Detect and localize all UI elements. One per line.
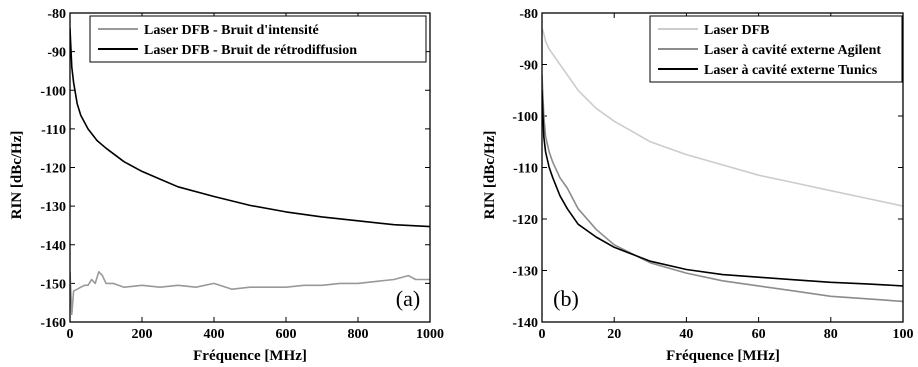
x-tick-label: 100 (893, 327, 914, 342)
x-tick-label: 200 (132, 327, 153, 342)
y-tick-label: -100 (40, 84, 66, 99)
legend-label: Laser DFB - Bruit de rétrodiffusion (144, 43, 357, 58)
y-tick-label: -90 (519, 59, 538, 74)
x-tick-label: 400 (204, 327, 225, 342)
y-tick-label: -160 (40, 316, 66, 331)
series-line-1 (70, 270, 430, 316)
y-tick-label: -120 (40, 162, 66, 177)
y-tick-label: -140 (40, 239, 66, 254)
legend-box (89, 15, 427, 63)
x-tick-label: 40 (679, 327, 693, 342)
panel-b-tag: (b) (553, 286, 579, 311)
panel-b-ylabel: RIN [dBc/Hz] (482, 131, 498, 220)
panel-a-xlabel: Fréquence [MHz] (193, 348, 307, 364)
y-tick-label: -90 (47, 46, 66, 61)
y-tick-label: -130 (512, 265, 538, 280)
y-tick-label: -140 (512, 316, 538, 331)
y-tick-label: -110 (41, 123, 66, 138)
x-tick-label: 0 (67, 327, 74, 342)
x-tick-label: 1000 (416, 327, 444, 342)
x-tick-label: 60 (752, 327, 766, 342)
panel-b: 0 20 40 60 80 100 -140 -130 -120 -110 -100 -90 -80 L… (482, 7, 914, 364)
legend-label: Laser DFB (704, 23, 769, 38)
panel-b-ticks: 0 20 40 60 80 100 -140 -130 -120 -110 -100 -90 -80 (512, 7, 913, 342)
panel-a-legend: Laser DFB - Bruit d'intensité Laser DFB -… (89, 15, 427, 63)
panel-a-frame (69, 12, 431, 323)
x-tick-label: 20 (607, 327, 621, 342)
legend-label: Laser à cavité externe Tunics (704, 63, 878, 78)
legend-label: Laser DFB - Bruit d'intensité (144, 23, 319, 38)
y-tick-label: -130 (40, 200, 66, 215)
y-tick-label: -120 (512, 213, 538, 228)
panel-b-series (542, 28, 903, 303)
panel-a: 0 200 400 600 800 1000 -160 -150 -140 -130 -120 -11… (9, 7, 444, 364)
x-tick-label: 0 (539, 327, 546, 342)
panel-a-tag: (a) (396, 286, 420, 311)
panel-b-legend: Laser DFB Laser à cavité externe Agilent L… (649, 15, 903, 83)
x-tick-label: 80 (824, 327, 838, 342)
x-tick-label: 800 (348, 327, 369, 342)
series-line-1 (542, 28, 903, 207)
series-line-2 (542, 74, 903, 303)
panel-a-ylabel: RIN [dBc/Hz] (9, 131, 25, 220)
panel-b-xlabel: Fréquence [MHz] (666, 348, 780, 364)
panel-a-ticks: 0 200 400 600 800 1000 -160 -150 -140 -130 -120 -11… (40, 7, 444, 342)
y-tick-label: -100 (512, 110, 538, 125)
y-tick-label: -110 (513, 162, 538, 177)
series-line-3 (542, 90, 903, 287)
x-tick-label: 600 (276, 327, 297, 342)
series-line-2 (70, 28, 430, 228)
y-tick-label: -150 (40, 277, 66, 292)
legend-label: Laser à cavité externe Agilent (704, 43, 881, 58)
panel-b-frame (541, 12, 904, 323)
y-tick-label: -80 (47, 7, 66, 22)
y-tick-label: -80 (519, 7, 538, 22)
panel-a-series (70, 28, 430, 316)
